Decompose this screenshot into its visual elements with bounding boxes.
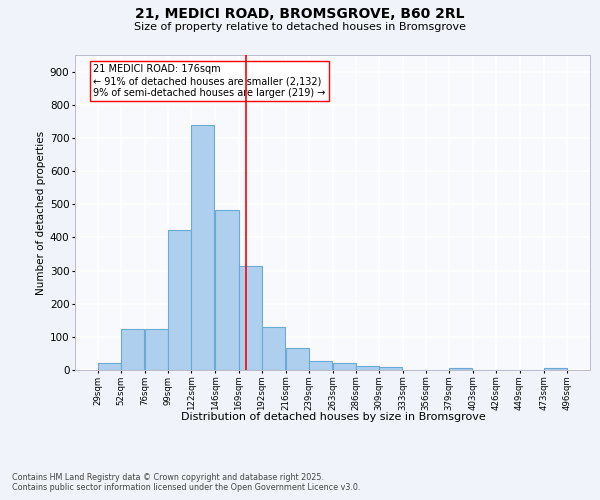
Bar <box>191 124 214 370</box>
Bar <box>379 368 402 370</box>
Text: 21 MEDICI ROAD: 176sqm
← 91% of detached houses are smaller (2,132)
9% of semi-d: 21 MEDICI ROAD: 176sqm ← 91% of detached… <box>93 64 325 98</box>
Bar <box>169 230 191 370</box>
Bar <box>145 328 169 370</box>
Y-axis label: Number of detached properties: Number of detached properties <box>35 130 46 294</box>
Text: Contains HM Land Registry data © Crown copyright and database right 2025.: Contains HM Land Registry data © Crown c… <box>12 472 324 482</box>
Bar <box>98 364 121 370</box>
Bar <box>239 266 262 370</box>
Bar <box>286 348 309 370</box>
Bar <box>309 360 332 370</box>
Bar <box>356 366 379 370</box>
Text: Size of property relative to detached houses in Bromsgrove: Size of property relative to detached ho… <box>134 22 466 32</box>
Text: Distribution of detached houses by size in Bromsgrove: Distribution of detached houses by size … <box>181 412 485 422</box>
Bar <box>333 362 356 370</box>
Bar <box>121 328 144 370</box>
Bar <box>262 327 285 370</box>
Bar <box>449 368 472 370</box>
Text: 21, MEDICI ROAD, BROMSGROVE, B60 2RL: 21, MEDICI ROAD, BROMSGROVE, B60 2RL <box>135 8 465 22</box>
Bar <box>544 368 567 370</box>
Bar <box>215 210 239 370</box>
Text: Contains public sector information licensed under the Open Government Licence v3: Contains public sector information licen… <box>12 484 361 492</box>
